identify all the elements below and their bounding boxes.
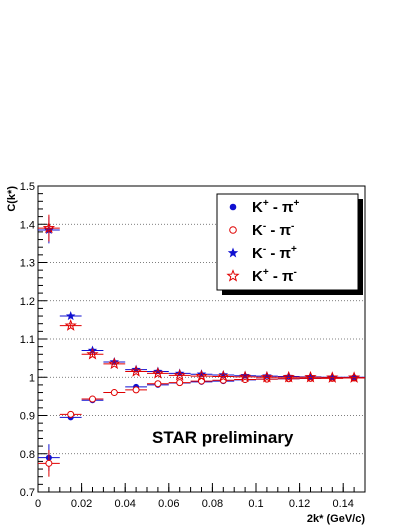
data-point (218, 369, 229, 379)
y-tick-label: 0.8 (20, 449, 35, 461)
data-point (131, 364, 141, 374)
data-point (65, 311, 76, 321)
legend-superscript: + (263, 198, 269, 209)
series-4 (38, 214, 365, 383)
legend-marker (229, 226, 237, 234)
data-point (176, 379, 184, 387)
data-point (262, 371, 272, 381)
data-point (110, 389, 118, 397)
gridlines (38, 223, 365, 455)
legend-superscript: - (291, 221, 294, 232)
legend-superscript: - (263, 221, 266, 232)
y-tick-label: 1.4 (20, 219, 35, 231)
x-axis-ticks: 0 0.02 0.04 0.06 0.08 0.1 0.12 0.14 (35, 483, 366, 510)
data-point (153, 366, 163, 376)
data-point (196, 369, 207, 379)
data-point (304, 370, 317, 383)
data-point (238, 370, 252, 383)
x-tick-label: 0.08 (202, 498, 223, 510)
x-tick-label: 0 (35, 498, 41, 510)
legend-superscript: - (294, 267, 297, 278)
legend-text-part: - π (269, 199, 294, 216)
legend-text-part: K (252, 199, 263, 216)
y-tick-label: 1.2 (20, 296, 35, 308)
y-tick-label: 1.1 (20, 334, 35, 346)
data-point (173, 368, 186, 381)
data-point (326, 371, 339, 383)
y-tick-label: 1 (29, 372, 35, 384)
data-point (89, 395, 96, 403)
data-point (154, 380, 162, 388)
legend-marker (227, 247, 239, 258)
data-point (195, 369, 208, 382)
data-point (108, 357, 121, 370)
legend-entries: K+ - π+K- - π-K- - π+K+ - π- (226, 198, 300, 285)
legend-box (216, 193, 359, 291)
legend-marker (229, 203, 237, 211)
data-point (64, 319, 77, 331)
legend-text-part: - π (266, 222, 291, 239)
data-points (38, 214, 365, 477)
data-point (217, 370, 230, 382)
data-point (174, 368, 185, 378)
y-tick-label: 1.3 (20, 258, 35, 270)
y-axis-title: C(k*) (6, 186, 18, 212)
y-tick-label: 1.5 (20, 181, 35, 193)
legend-label: K+ - π- (252, 267, 297, 285)
legend-text-part: - π (269, 268, 294, 285)
data-point (283, 371, 294, 381)
annotation-label: STAR preliminary (152, 428, 294, 447)
y-tick-label: 0.9 (20, 411, 35, 423)
data-point (132, 386, 140, 394)
x-tick-label: 0.02 (71, 498, 92, 510)
y-tick-label: 0.7 (20, 487, 35, 499)
x-tick-label: 0.14 (332, 498, 353, 510)
data-point (305, 371, 316, 381)
x-tick-label: 0.06 (158, 498, 179, 510)
legend-text-part: K (252, 268, 263, 285)
legend-superscript: + (294, 198, 300, 209)
x-tick-label: 0.04 (114, 498, 135, 510)
data-point (86, 347, 99, 360)
legend-superscript: - (263, 244, 266, 255)
data-point (327, 372, 338, 382)
legend-text-part: K (252, 222, 263, 239)
legend-label: K- - π+ (252, 244, 297, 262)
x-axis-title: 2k* (GeV/c) (307, 513, 365, 525)
data-point (45, 459, 53, 467)
legend-marker (226, 269, 240, 282)
data-point (151, 366, 165, 379)
data-point (109, 356, 120, 366)
legend-superscript: + (263, 267, 269, 278)
x-tick-label: 0.12 (289, 498, 310, 510)
legend-text-part: K (252, 245, 263, 262)
data-point (349, 372, 359, 382)
legend-text-part: - π (266, 245, 291, 262)
legend-label: K+ - π+ (252, 198, 300, 216)
y-axis-ticks: 0.7 0.8 0.9 1 1.1 1.2 1.3 1.4 1.5 (20, 181, 47, 499)
legend-superscript: + (291, 244, 297, 255)
data-point (260, 370, 274, 383)
x-tick-label: 0.1 (248, 498, 263, 510)
legend: K+ - π+K- - π-K- - π+K+ - π- (216, 193, 363, 295)
data-point (240, 370, 250, 380)
data-point (67, 410, 75, 418)
legend-label: K- - π- (252, 221, 294, 239)
data-point (282, 370, 295, 383)
data-point (129, 365, 143, 377)
data-point (42, 221, 56, 234)
data-point (347, 371, 361, 383)
